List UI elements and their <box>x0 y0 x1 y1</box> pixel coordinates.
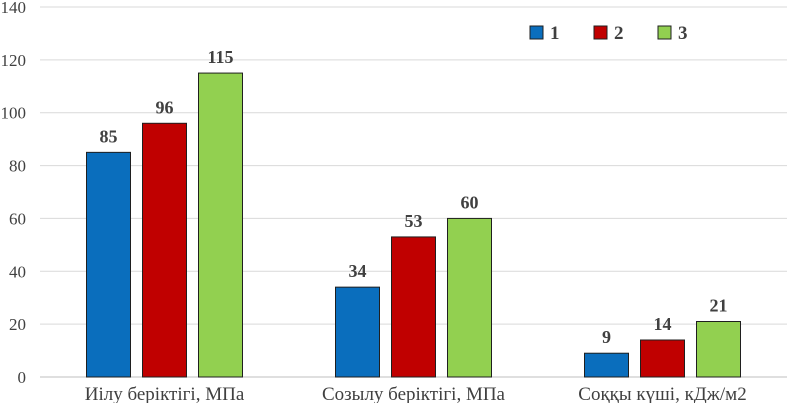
legend-label: 2 <box>614 23 624 44</box>
data-label: 85 <box>100 126 118 146</box>
y-tick-label: 40 <box>9 262 26 281</box>
data-label: 9 <box>602 327 611 347</box>
legend-swatch <box>593 25 608 40</box>
bar-series-3 <box>198 72 243 378</box>
data-label: 14 <box>654 314 672 334</box>
y-tick-label: 0 <box>18 368 27 387</box>
bar-series-2 <box>640 339 685 378</box>
bar-series-1 <box>584 352 629 378</box>
bar-series-3 <box>696 321 741 378</box>
x-category-label: Соққы күші, кДж/м2 <box>578 384 746 403</box>
legend-label: 1 <box>550 23 560 44</box>
legend: 1 2 3 <box>529 23 688 44</box>
data-label: 21 <box>710 296 728 316</box>
bar-series-2 <box>142 122 187 378</box>
legend-swatch <box>529 25 544 40</box>
data-label: 96 <box>156 97 174 117</box>
x-category-label: Иілу беріктігі, МПа <box>85 384 245 403</box>
y-tick-label: 140 <box>1 0 27 17</box>
y-tick-label: 20 <box>9 315 26 334</box>
data-label: 53 <box>405 211 423 231</box>
data-label: 115 <box>207 47 233 67</box>
x-axis-categories: Иілу беріктігі, МПа Созылу беріктігі, МПа… <box>85 384 747 403</box>
legend-swatch <box>657 25 672 40</box>
data-label: 34 <box>349 261 367 281</box>
data-label: 60 <box>461 192 479 212</box>
bar-series-1 <box>86 151 131 378</box>
y-tick-label: 60 <box>9 209 26 228</box>
data-labels: 85 96 115 34 53 60 9 14 21 <box>100 47 728 347</box>
y-axis-ticks: 0 20 40 60 80 100 120 140 <box>1 0 27 387</box>
bar-series-3 <box>447 217 492 378</box>
legend-label: 3 <box>678 23 688 44</box>
y-tick-label: 100 <box>1 104 27 123</box>
bar-series-1 <box>335 286 380 378</box>
y-tick-label: 120 <box>1 51 27 70</box>
x-category-label: Созылу беріктігі, МПа <box>322 384 506 403</box>
bar-series-2 <box>391 236 436 378</box>
y-tick-label: 80 <box>9 157 26 176</box>
bars <box>86 72 741 378</box>
